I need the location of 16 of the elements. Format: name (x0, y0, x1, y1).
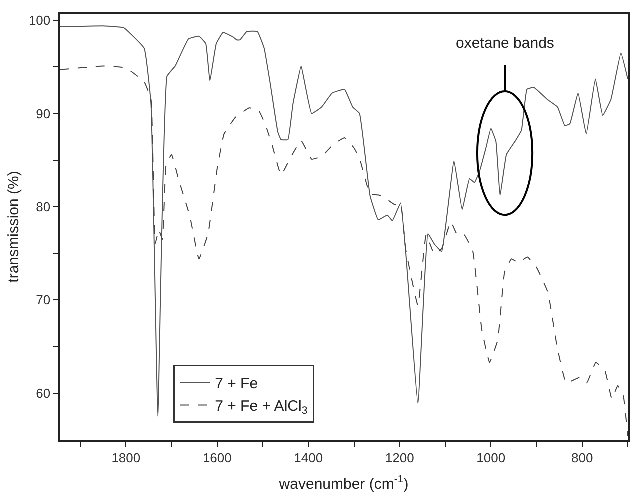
y-tick-label: 60 (36, 386, 51, 401)
x-tick-label: 1800 (112, 450, 141, 466)
x-tick-label: 1400 (294, 450, 324, 466)
legend-label: 7 + Fe (215, 376, 258, 393)
annotation: oxetane bands (456, 35, 554, 52)
x-tick-label: 1000 (476, 450, 506, 466)
x-tick-label: 800 (572, 450, 594, 466)
y-tick-label: 100 (28, 13, 51, 28)
y-tick-label: 70 (36, 292, 51, 308)
x-axis-title: wavenumber (cm$^{-1}$) (278, 474, 409, 493)
x-tick-label: 1600 (202, 450, 232, 466)
x-tick-label: 1200 (385, 450, 414, 466)
y-axis-title: transmission (%) (6, 171, 23, 283)
y-tick-label: 90 (36, 106, 51, 122)
legend-label: 7 + Fe + AlCl$_{3}$ (215, 398, 308, 418)
y-tick-label: 80 (36, 200, 51, 215)
